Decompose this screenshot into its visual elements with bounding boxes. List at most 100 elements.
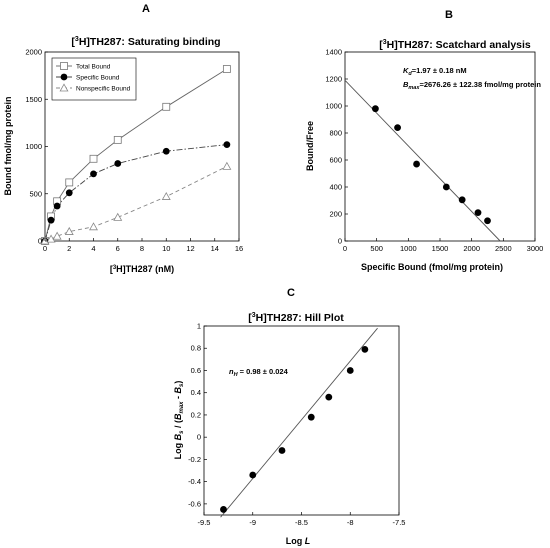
chart-b-point (372, 105, 379, 113)
chart-a-xtick-label: 8 (140, 244, 144, 253)
chart-a-point-specific-bound (47, 216, 55, 224)
chart-b-xtick-label: 500 (370, 244, 383, 253)
chart-a-legend-marker-nonspecific-bound (59, 83, 69, 92)
chart-b-ytick-label: 600 (329, 156, 342, 165)
chart-a-point-total-bound (65, 178, 74, 187)
chart-c-ytick-label: 1 (197, 322, 201, 331)
chart-c-ytick-label: 0.4 (191, 388, 201, 397)
chart-c-xtick-label: -7.5 (393, 518, 406, 527)
chart-b-point (474, 209, 482, 217)
chart-a-legend-marker-specific-bound (60, 73, 68, 81)
chart-b-annotation-kd: Kd=1.97 ± 0.18 nM (403, 66, 467, 77)
chart-c-point (361, 345, 369, 353)
chart-c-ytick-label: 0.2 (191, 410, 201, 419)
chart-b-ylabel: Bound/Free (305, 121, 315, 171)
chart-a-xtick-label: 0 (43, 244, 47, 253)
chart-a-point-specific-bound (162, 147, 170, 155)
chart-a-legend-marker-total-bound (60, 62, 68, 70)
chart-b-xtick-label: 0 (343, 244, 347, 253)
chart-b-ytick-label: 1000 (325, 102, 342, 111)
chart-a-xlabel: [3H]TH287 (nM) (110, 264, 174, 274)
chart-a-point-nonspecific-bound (46, 234, 56, 243)
chart-c-xtick-label: -8.5 (295, 518, 308, 527)
chart-c-ytick-label: -0.4 (188, 477, 201, 486)
panel-letter-b: B (445, 9, 453, 21)
chart-c-ytick-label: 0.8 (191, 344, 201, 353)
chart-c-ytick-label: -0.2 (188, 455, 201, 464)
chart-b-ytick-label: 1400 (325, 48, 342, 57)
chart-a-ytick-label: 2000 (25, 48, 42, 57)
chart-a-ytick-label: 1000 (25, 142, 42, 151)
chart-b-point (413, 160, 420, 168)
chart-a-saturating-binding: [3H]TH287: Saturating binding 0 2 4 6 8 10 12 1… (3, 36, 243, 274)
chart-c-xtick-label: -8 (347, 518, 354, 527)
chart-c-xlabel: Log L (286, 536, 311, 546)
chart-b-xlabel: Specific Bound (fmol/mg protein) (361, 262, 503, 272)
chart-a-point-total-bound (222, 65, 231, 73)
chart-b-ytick-label: 200 (329, 210, 342, 219)
chart-a-xtick-label: 4 (91, 244, 95, 253)
chart-b-xtick-label: 3000 (527, 244, 544, 253)
chart-a-point-specific-bound (90, 170, 97, 178)
chart-c-point (278, 447, 286, 454)
chart-c-ytick-label: 0.6 (191, 366, 201, 375)
chart-a-point-total-bound (162, 102, 171, 111)
chart-a-legend: Total Bound Specific Bound Nonspecific Bou… (51, 57, 137, 101)
chart-b-ytick-label: 400 (329, 183, 342, 192)
chart-c-point (307, 413, 315, 421)
chart-c-point (249, 471, 257, 479)
panel-letter-c: C (287, 287, 295, 299)
chart-c-point (220, 506, 227, 513)
chart-a-point-nonspecific-bound (161, 191, 171, 200)
chart-a-ytick-label: 500 (29, 189, 42, 198)
chart-c-xtick-label: -9 (249, 518, 256, 527)
chart-b-fit-line (344, 80, 501, 242)
chart-a-point-specific-bound (53, 202, 61, 210)
chart-a-point-total-bound (89, 154, 98, 163)
chart-a-ytick-label: 0 (38, 237, 42, 246)
chart-b-xtick-label: 1000 (400, 244, 417, 253)
chart-b-scatchard: [3H]TH287: Scatchard analysis 0 500 1000 15… (305, 39, 543, 272)
chart-a-point-specific-bound (223, 141, 231, 149)
chart-c-hill-plot: [3H]TH287: Hill Plot -9.5 -9 -8.5 -8 -7.5 -0.… (173, 312, 405, 546)
chart-b-xtick-label: 2500 (495, 244, 512, 253)
chart-b-point (484, 217, 491, 225)
chart-b-point (394, 124, 401, 131)
chart-a-legend-label-total-bound: Total Bound (76, 64, 111, 71)
chart-b-ytick-label: 800 (329, 129, 342, 138)
chart-a-xtick-label: 6 (116, 244, 120, 253)
chart-a-xtick-label: 14 (211, 244, 219, 253)
chart-a-point-nonspecific-bound (52, 231, 62, 240)
chart-c-annotation-nh: nH = 0.98 ± 0.024 (229, 367, 289, 378)
chart-b-point (458, 196, 466, 204)
chart-b-ytick-label: 0 (338, 237, 342, 246)
chart-b-xtick-label: 1500 (432, 244, 449, 253)
chart-b-annotation-bmax: Bmax=2676.26 ± 122.38 fmol/mg protein (403, 80, 541, 91)
chart-b-xtick-label: 2000 (463, 244, 480, 253)
chart-c-ytick-label: 0 (197, 433, 201, 442)
chart-a-point-nonspecific-bound (64, 226, 74, 235)
chart-a-point-specific-bound (114, 160, 122, 167)
chart-c-xtick-label: -9.5 (198, 518, 211, 527)
chart-c-title: [3H]TH287: Hill Plot (248, 312, 344, 324)
chart-b-point (442, 183, 450, 191)
chart-a-line-nonspecific-bound (44, 165, 228, 242)
chart-c-fit-line (220, 327, 378, 518)
chart-a-legend-label-specific-bound: Specific Bound (76, 75, 120, 82)
chart-a-xtick-label: 2 (67, 244, 71, 253)
chart-c-plot-frame (203, 325, 400, 516)
chart-a-point-specific-bound (65, 189, 73, 197)
chart-a-legend-label-nonspecific-bound: Nonspecific Bound (76, 86, 131, 93)
chart-c-point (325, 393, 333, 401)
chart-b-title: [3H]TH287: Scatchard analysis (379, 39, 531, 51)
chart-a-ytick-label: 1500 (25, 95, 42, 104)
chart-a-point-nonspecific-bound (89, 222, 98, 231)
chart-a-xtick-label: 10 (162, 244, 170, 253)
chart-a-title: [3H]TH287: Saturating binding (71, 36, 220, 48)
chart-a-xtick-label: 12 (186, 244, 194, 253)
panel-letter-a: A (142, 3, 150, 15)
chart-c-ylabel: Log Bs / (Bmax - Bs) (173, 381, 185, 460)
chart-a-point-nonspecific-bound (222, 161, 232, 170)
chart-a-point-total-bound (113, 135, 122, 144)
